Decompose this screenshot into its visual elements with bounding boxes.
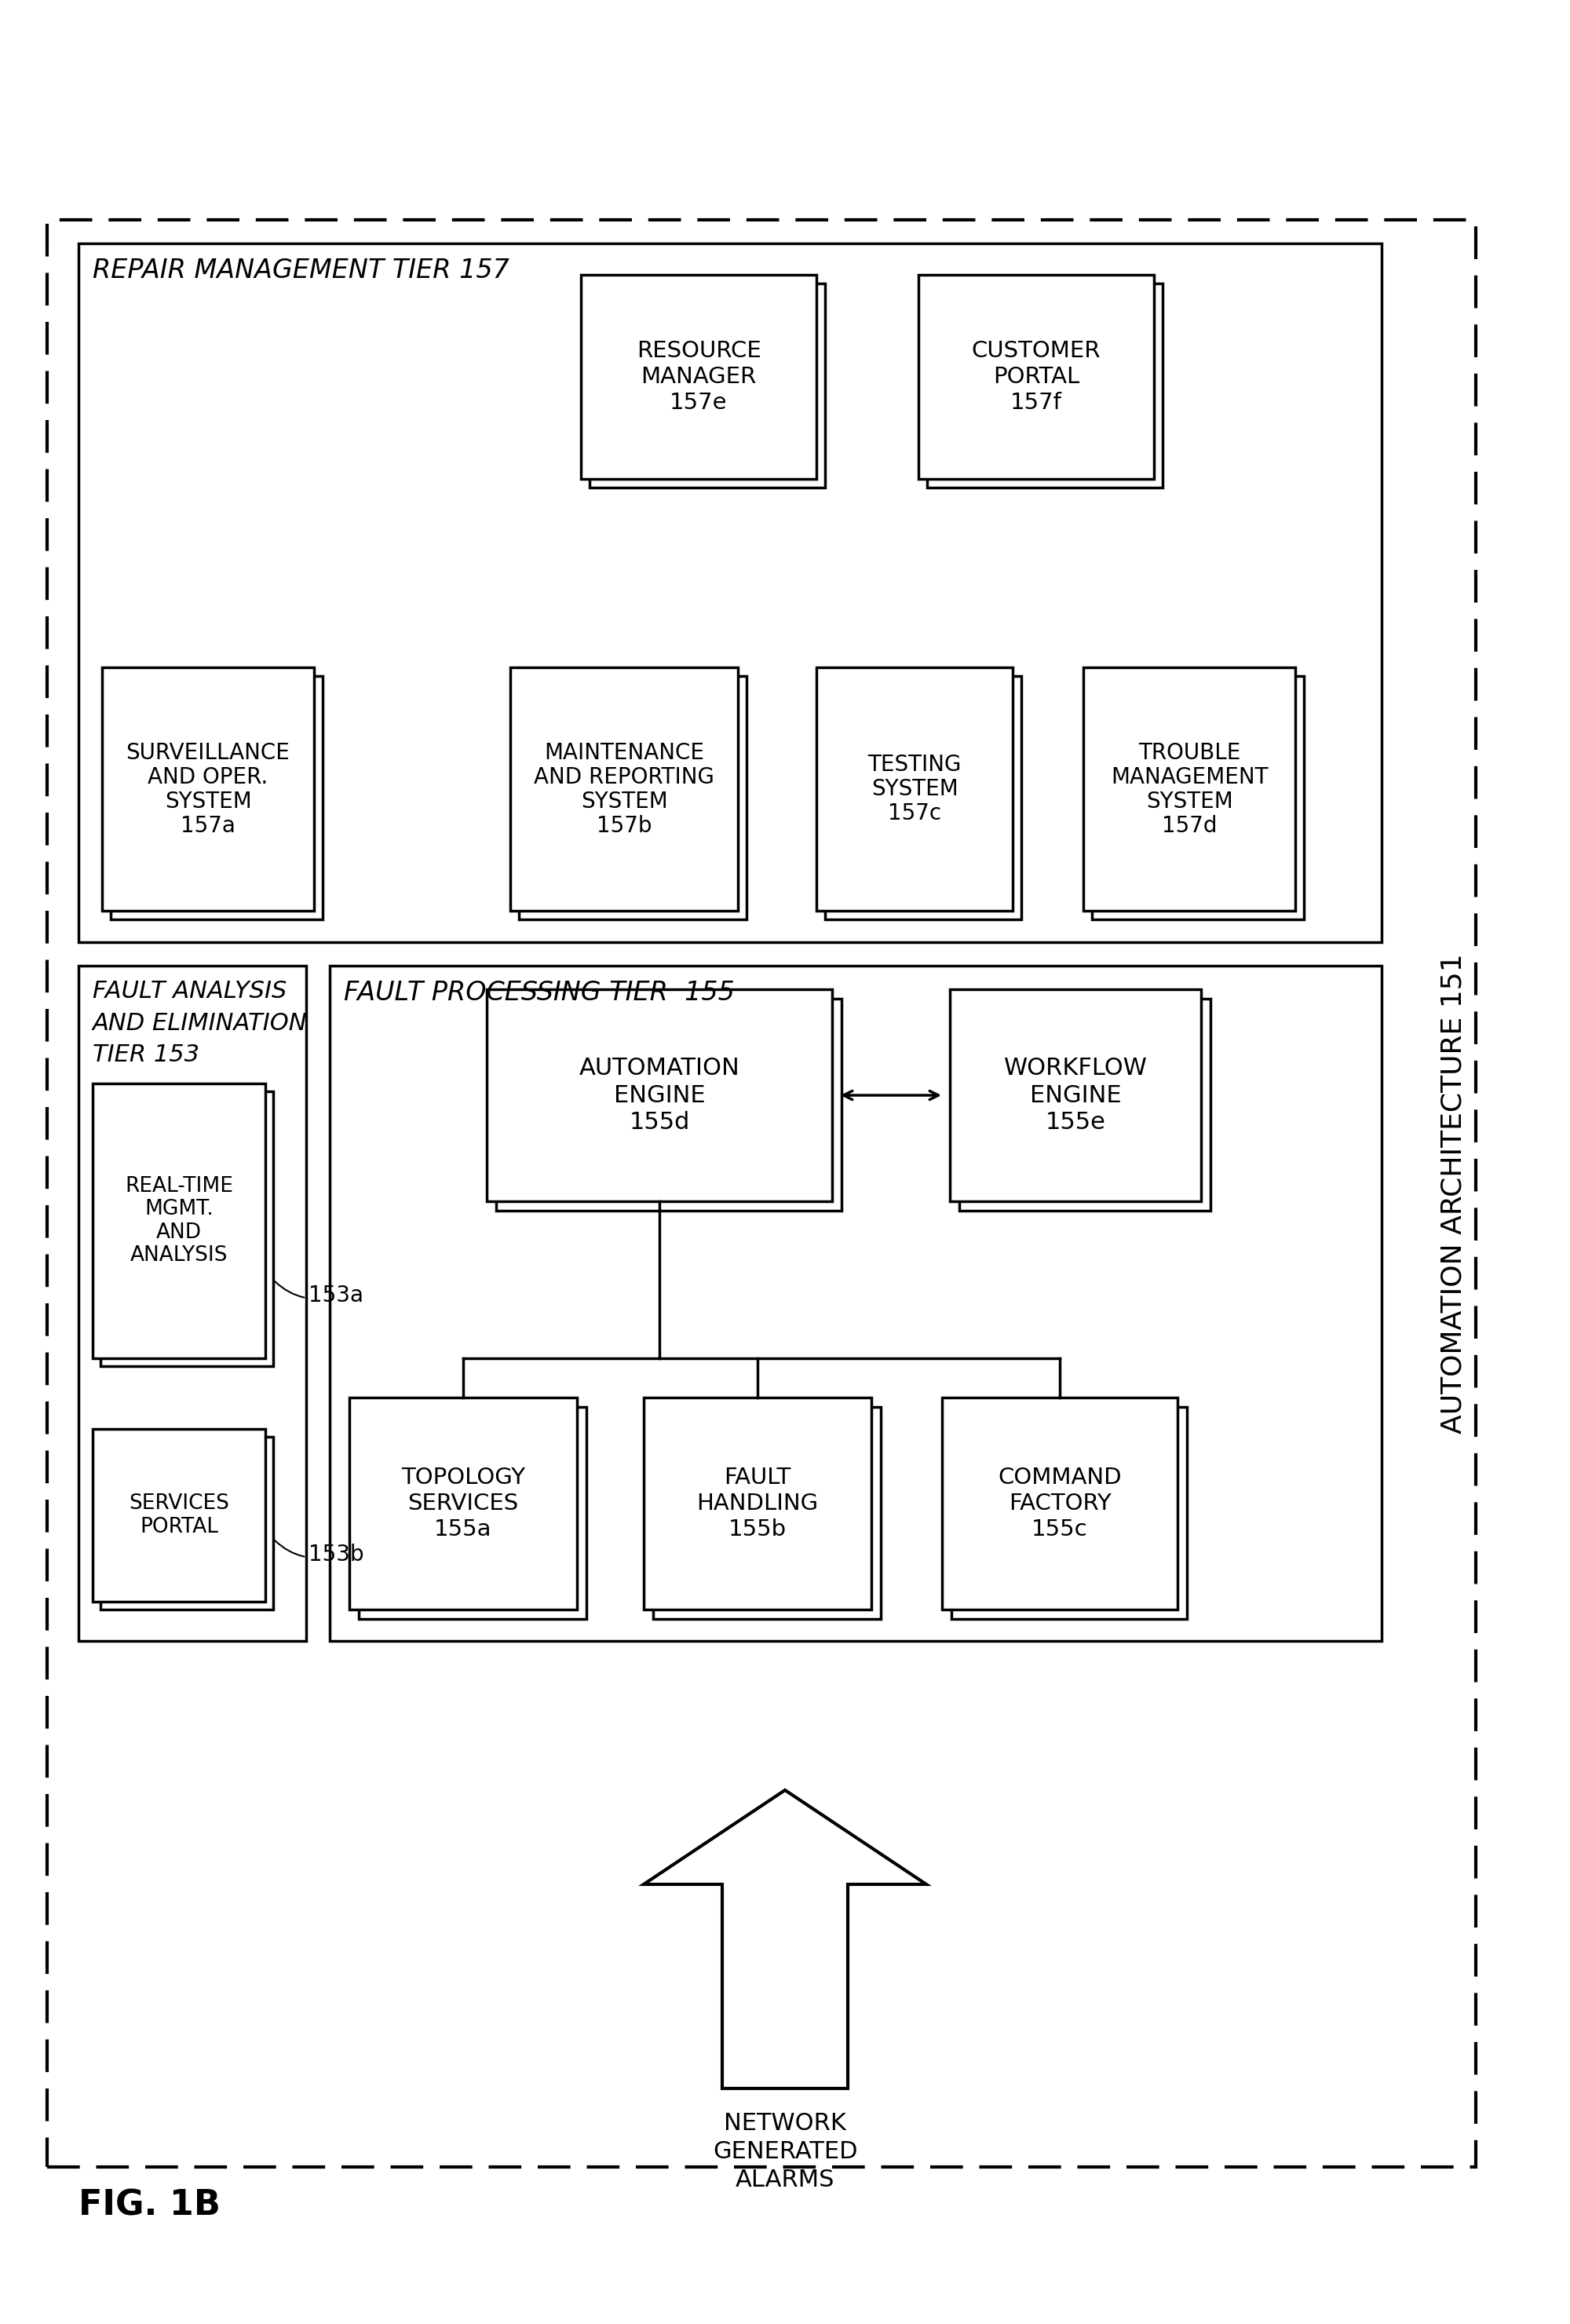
Text: MANAGEMENT: MANAGEMENT xyxy=(1110,767,1269,788)
Text: MANAGER: MANAGER xyxy=(641,365,757,388)
Bar xyxy=(918,274,1154,479)
Bar xyxy=(653,1406,881,1620)
Text: MGMT.: MGMT. xyxy=(144,1199,214,1220)
Bar xyxy=(93,1429,265,1601)
Text: TESTING: TESTING xyxy=(868,753,961,776)
Bar xyxy=(950,990,1201,1202)
Text: WORKFLOW: WORKFLOW xyxy=(1003,1057,1148,1081)
Bar xyxy=(959,999,1210,1211)
Text: SERVICES: SERVICES xyxy=(408,1492,518,1515)
Bar xyxy=(349,1397,578,1611)
Text: AND OPER.: AND OPER. xyxy=(148,767,268,788)
Text: AUTOMATION ARCHITECTURE 151: AUTOMATION ARCHITECTURE 151 xyxy=(1441,953,1466,1434)
Text: 155a: 155a xyxy=(435,1518,491,1541)
Bar xyxy=(496,999,842,1211)
Text: FACTORY: FACTORY xyxy=(1008,1492,1112,1515)
Bar xyxy=(78,244,1382,941)
Text: ANALYSIS: ANALYSIS xyxy=(130,1246,228,1267)
Bar xyxy=(110,676,323,920)
Bar xyxy=(487,990,832,1202)
Text: REAL-TIME: REAL-TIME xyxy=(126,1176,232,1197)
Text: ENGINE: ENGINE xyxy=(614,1083,705,1106)
Text: PORTAL: PORTAL xyxy=(140,1518,218,1536)
Text: SYSTEM: SYSTEM xyxy=(1146,790,1232,811)
Bar xyxy=(93,1083,265,1357)
Text: 157b: 157b xyxy=(597,816,652,837)
Text: 157f: 157f xyxy=(1011,390,1061,414)
Text: NETWORK
GENERATED
ALARMS: NETWORK GENERATED ALARMS xyxy=(713,2113,857,2192)
Bar xyxy=(826,676,1020,920)
Text: HANDLING: HANDLING xyxy=(697,1492,818,1515)
Text: AND: AND xyxy=(157,1222,201,1243)
Text: 155d: 155d xyxy=(630,1111,689,1134)
Text: SYSTEM: SYSTEM xyxy=(165,790,251,811)
Bar xyxy=(102,667,314,911)
Text: 157e: 157e xyxy=(670,390,727,414)
Bar xyxy=(510,667,738,911)
Text: TROUBLE: TROUBLE xyxy=(1138,741,1240,765)
Bar xyxy=(816,667,1013,911)
Text: SERVICES: SERVICES xyxy=(129,1494,229,1513)
Text: 153a: 153a xyxy=(275,1281,364,1306)
Text: COMMAND: COMMAND xyxy=(999,1466,1121,1490)
Bar xyxy=(100,1092,273,1367)
Text: RESOURCE: RESOURCE xyxy=(636,339,761,363)
Text: 155b: 155b xyxy=(728,1518,787,1541)
Bar xyxy=(78,967,306,1641)
Text: ENGINE: ENGINE xyxy=(1030,1083,1121,1106)
Text: AND REPORTING: AND REPORTING xyxy=(534,767,714,788)
Text: REPAIR MANAGEMENT TIER 157: REPAIR MANAGEMENT TIER 157 xyxy=(93,258,509,284)
Text: SYSTEM: SYSTEM xyxy=(581,790,667,811)
Bar xyxy=(951,1406,1187,1620)
Polygon shape xyxy=(644,1789,926,2089)
Text: 157a: 157a xyxy=(181,816,236,837)
Bar xyxy=(581,274,816,479)
Bar xyxy=(518,676,747,920)
Bar xyxy=(590,284,826,488)
Text: MAINTENANCE: MAINTENANCE xyxy=(545,741,703,765)
Bar xyxy=(644,1397,871,1611)
Text: TOPOLOGY: TOPOLOGY xyxy=(400,1466,526,1490)
Bar xyxy=(926,284,1162,488)
Bar xyxy=(100,1436,273,1611)
Bar xyxy=(1093,676,1303,920)
Text: AUTOMATION: AUTOMATION xyxy=(579,1057,739,1081)
Text: 153b: 153b xyxy=(275,1541,364,1566)
Bar xyxy=(330,967,1382,1641)
Text: FAULT: FAULT xyxy=(724,1466,791,1490)
Text: FAULT ANALYSIS
AND ELIMINATION
TIER 153: FAULT ANALYSIS AND ELIMINATION TIER 153 xyxy=(93,981,308,1067)
Text: PORTAL: PORTAL xyxy=(992,365,1080,388)
Bar xyxy=(942,1397,1178,1611)
Bar xyxy=(47,221,1476,2166)
Text: CUSTOMER: CUSTOMER xyxy=(972,339,1101,363)
Text: 155e: 155e xyxy=(1046,1111,1105,1134)
Bar xyxy=(1083,667,1295,911)
Text: 155c: 155c xyxy=(1031,1518,1088,1541)
Text: SYSTEM: SYSTEM xyxy=(871,779,958,799)
Text: SURVEILLANCE: SURVEILLANCE xyxy=(126,741,290,765)
Text: 157c: 157c xyxy=(887,802,942,825)
Bar xyxy=(358,1406,587,1620)
Text: 157d: 157d xyxy=(1162,816,1217,837)
Text: FIG. 1B: FIG. 1B xyxy=(78,2189,220,2222)
Text: FAULT PROCESSING TIER  155: FAULT PROCESSING TIER 155 xyxy=(344,981,735,1006)
